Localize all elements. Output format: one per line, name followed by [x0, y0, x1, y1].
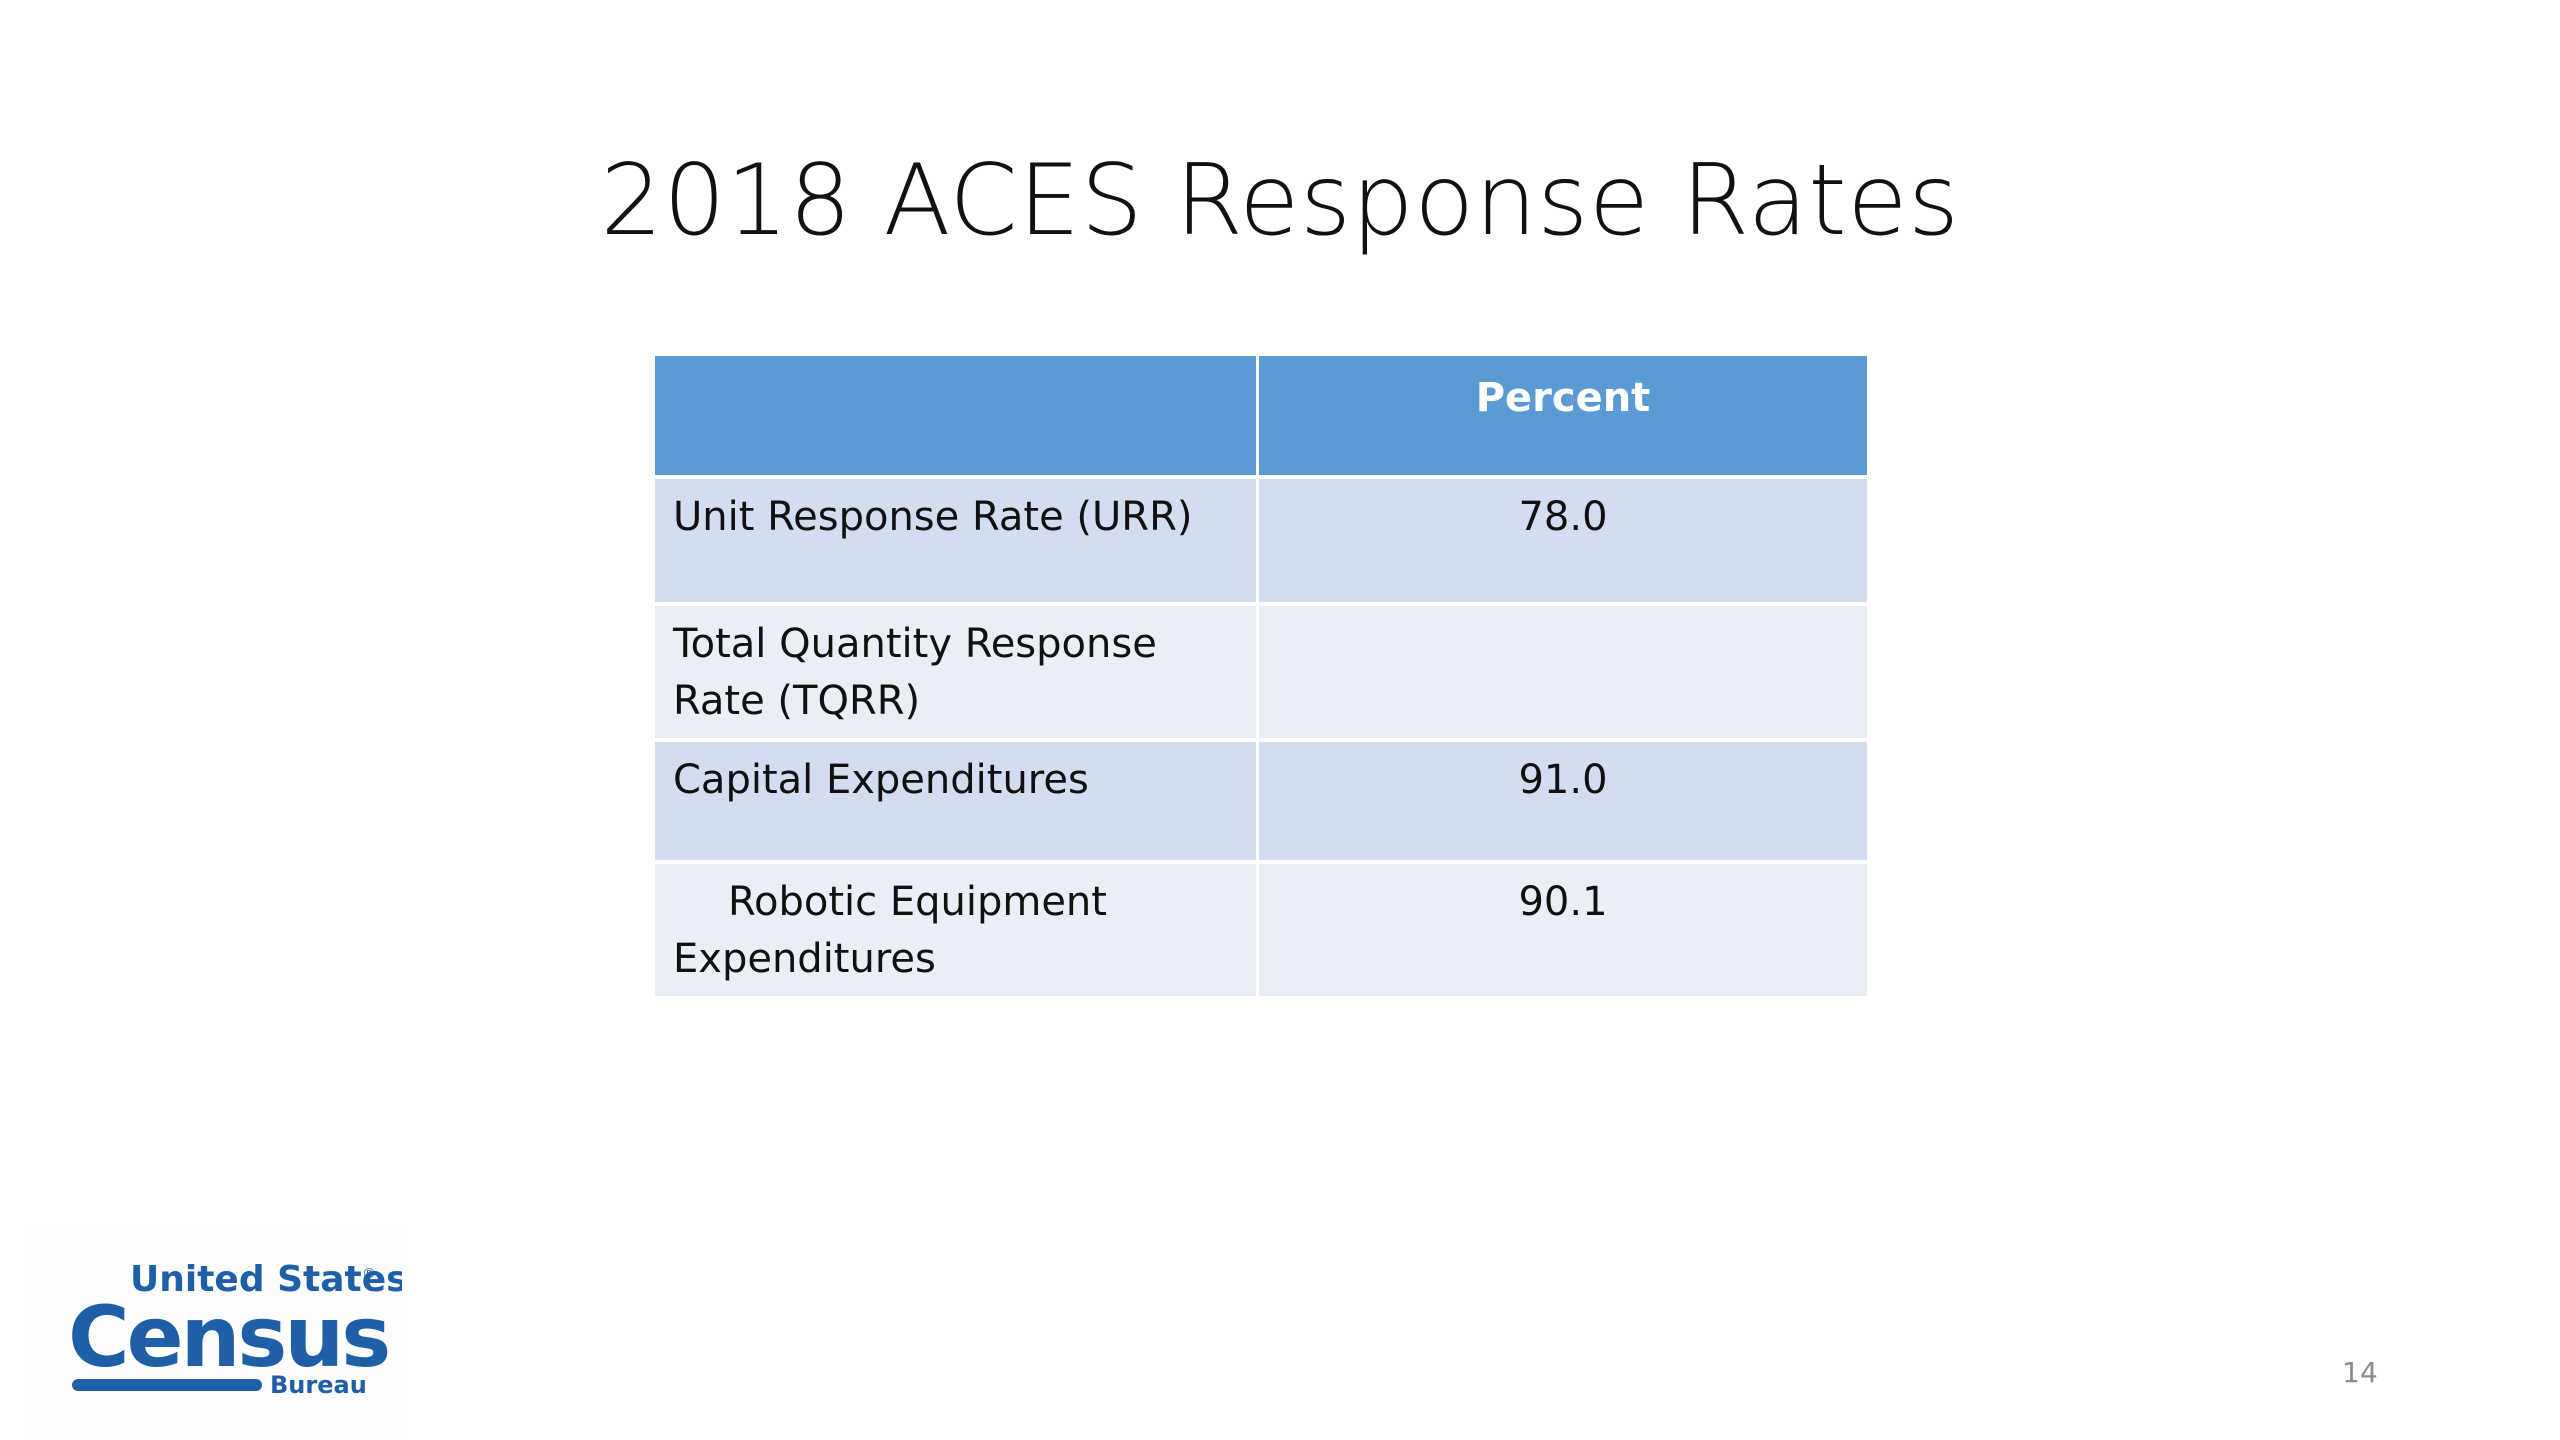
row-label: Unit Response Rate (URR): [655, 475, 1259, 602]
table-row: Unit Response Rate (URR) 78.0: [655, 475, 1867, 602]
table-row: Total Quantity Response Rate (TQRR): [655, 602, 1867, 738]
census-bureau-logo: United States ® Census Bureau: [30, 1226, 408, 1440]
row-label: Robotic Equipment Expenditures: [655, 860, 1259, 996]
logo-united-states: United States: [130, 1259, 402, 1300]
logo-census: Census: [68, 1288, 388, 1386]
slide-title: 2018 ACES Response Rates: [600, 144, 1960, 258]
logo-bureau: Bureau: [270, 1371, 367, 1399]
table-header-cell: [655, 356, 1259, 475]
row-value: 90.1: [1259, 860, 1867, 996]
row-value: [1259, 602, 1867, 738]
row-label: Capital Expenditures: [655, 738, 1259, 860]
table-row: Robotic Equipment Expenditures 90.1: [655, 860, 1867, 996]
row-label-indented: Robotic Equipment Expenditures: [673, 879, 1107, 982]
table-row: Capital Expenditures 91.0: [655, 738, 1867, 860]
census-logo-graphic: United States ® Census Bureau: [68, 1259, 408, 1399]
row-label: Total Quantity Response Rate (TQRR): [655, 602, 1259, 738]
table-header-percent: Percent: [1259, 356, 1867, 475]
row-value: 91.0: [1259, 738, 1867, 860]
page-number: 14: [2342, 1356, 2378, 1389]
table-header-row: Percent: [655, 356, 1867, 475]
logo-registered-mark: ®: [362, 1266, 376, 1282]
logo-underline-bar: [72, 1379, 262, 1391]
response-rates-table: Percent Unit Response Rate (URR) 78.0 To…: [655, 356, 1867, 996]
row-value: 78.0: [1259, 475, 1867, 602]
